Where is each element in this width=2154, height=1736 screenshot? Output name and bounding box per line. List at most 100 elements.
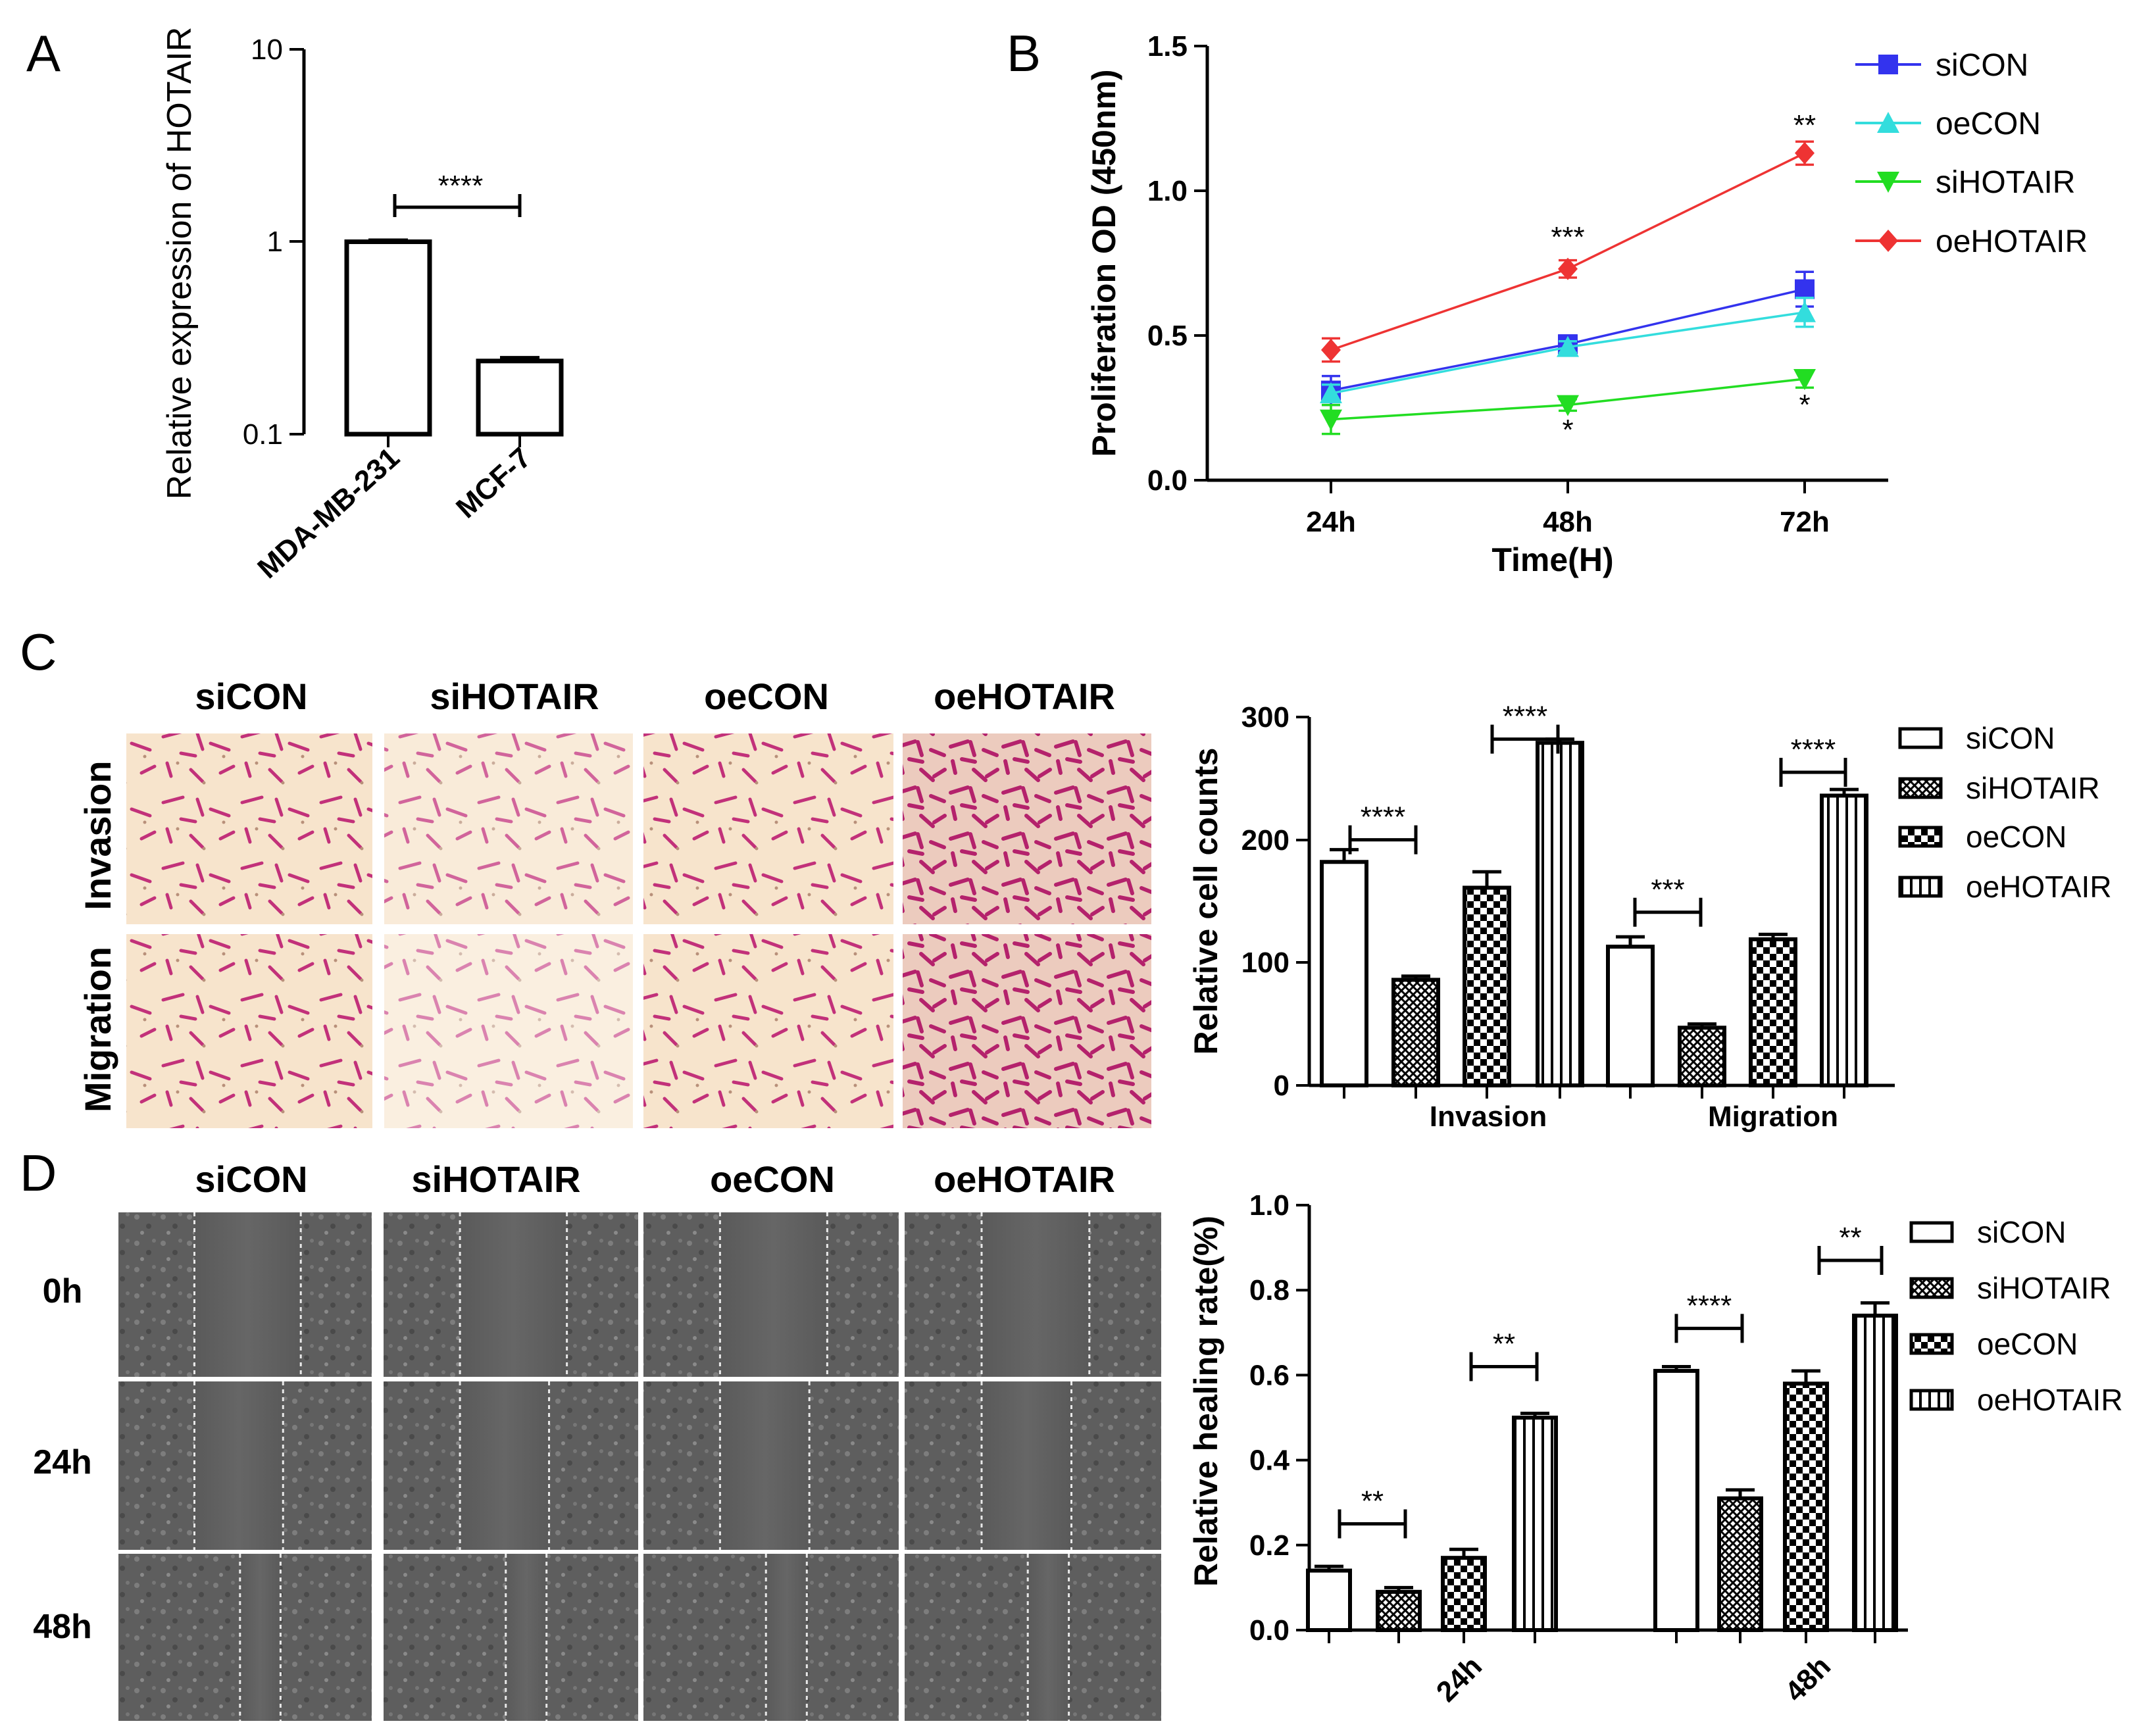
panel-d-xcat-48h: 48h [1779, 1650, 1837, 1708]
panel-b-legend-marker-sicon [1878, 55, 1898, 74]
panel-d-ytick-0-2: 0.2 [1249, 1529, 1290, 1562]
panel-d-legend-sicon: siCON [1977, 1215, 2066, 1249]
panel-b-ylabel: Proliferation OD (450nm) [1086, 70, 1122, 457]
panel-c-micrographs [126, 733, 1151, 1128]
panel-d-headers: siCON siHOTAIR oeCON oeHOTAIR [195, 1158, 1115, 1200]
micrograph-migration-oecon [643, 934, 893, 1128]
panel-b-series-oehotair [1321, 140, 1815, 363]
panel-c-sig-bracket-1 [1490, 724, 1560, 754]
panel-d-header-oecon: oeCON [710, 1158, 835, 1200]
panel-a-significance: **** [438, 170, 484, 202]
panel-b-legend-marker-oehotair [1878, 230, 1898, 252]
panel-b-legend-oecon: oeCON [1936, 107, 2041, 141]
panel-d-legend-swatch-sicon [1909, 1221, 1954, 1243]
wound-image-48h-sihotair-gap [505, 1554, 547, 1721]
panel-c-errorbar-sicon-invasion [1330, 848, 1359, 862]
panel-b-xtick-48h: 48h [1543, 506, 1593, 538]
panel-b-point-oecon-24h [1320, 382, 1342, 403]
panel-c-ytick-300: 300 [1241, 701, 1290, 733]
panel-c-bar-oecon-invasion [1463, 885, 1511, 1087]
panel-c-bar-oehotair-migration [1820, 793, 1868, 1087]
panel-c-bar-sicon-migration [1606, 945, 1655, 1087]
panel-c-header-sihotair: siHOTAIR [430, 676, 599, 717]
panel-c-bar-sihotair-migration [1678, 1026, 1726, 1088]
panel-c-legend-swatch-sihotair [1898, 777, 1943, 799]
panel-c-header-oehotair: oeHOTAIR [934, 676, 1115, 717]
panel-d-sig-label-1: ** [1493, 1327, 1515, 1360]
panel-d-header-oehotair: oeHOTAIR [934, 1158, 1115, 1200]
panel-b-ytick-05: 0.5 [1147, 320, 1188, 352]
panel-d-sig-label-2: **** [1687, 1289, 1732, 1322]
panel-b-xlabel: Time(H) [1491, 541, 1613, 578]
panel-d-header-sicon: siCON [195, 1158, 307, 1200]
panel-d-bar-sicon-24h [1306, 1568, 1352, 1633]
wound-image-0h-sicon-gap [194, 1212, 301, 1377]
wound-image-48h-sicon-gap [239, 1554, 281, 1721]
panel-c-legend-swatch-oecon [1898, 826, 1943, 848]
wound-image-24h-sihotair-gap [460, 1381, 549, 1550]
panel-d-ytick-0-6: 0.6 [1249, 1359, 1290, 1391]
panel-c-legend-sihotair: siHOTAIR [1966, 771, 2100, 805]
wound-image-0h-oehotair-gap [982, 1212, 1090, 1377]
panel-c-header-oecon: oeCON [704, 676, 829, 717]
panel-c-sig-label-3: **** [1791, 733, 1836, 766]
wound-image-48h-oehotair-gap [1028, 1554, 1069, 1721]
panel-c-xcat-migration: Migration [1708, 1101, 1838, 1133]
panel-b-point-oehotair-24h [1321, 339, 1341, 361]
panel-d-chart: 1.00.80.60.40.20.0 24h 48h ********** siC… [1249, 1189, 2123, 1708]
panel-d-bar-oecon-24h [1441, 1556, 1487, 1632]
panel-b-point-sihotair-72h [1793, 369, 1816, 390]
panel-b-point-sicon-72h [1795, 279, 1815, 299]
panel-d-bar-sihotair-24h [1376, 1589, 1422, 1633]
panel-c-sig-label-0: **** [1361, 801, 1406, 833]
wound-image-0h-oecon-gap [720, 1212, 828, 1377]
panel-d-row-24h: 24h [33, 1443, 92, 1481]
panel-b-legend-oehotair: oeHOTAIR [1936, 224, 2088, 259]
panel-d-bar-sihotair-48h [1717, 1496, 1763, 1632]
panel-d-legend: siCON siHOTAIR oeCON oeHOTAIR [1909, 1215, 2123, 1417]
panel-b-point-oehotair-72h [1795, 141, 1815, 164]
wound-image-24h-sicon-gap [194, 1381, 284, 1550]
panel-c-legend: siCON siHOTAIR oeCON oeHOTAIR [1898, 721, 2112, 904]
panel-b-legend: siCON oeCON siHOTAIR oeHOTAIR [1855, 48, 2088, 259]
panel-a-xtick-mcf-7: MCF-7 [450, 441, 538, 524]
panel-a-ytick-01: 0.1 [243, 418, 283, 451]
panel-b-star-oe-48: *** [1551, 221, 1584, 253]
panel-c-ytick-100: 100 [1241, 947, 1290, 979]
micrograph-invasion-sicon [126, 733, 372, 924]
panel-c-row-migration: Migration [77, 947, 118, 1112]
panel-b-point-oecon-48h [1557, 335, 1579, 357]
panel-a-letter: A [26, 24, 61, 82]
wound-image-0h-sihotair-gap [460, 1212, 567, 1377]
panel-a-ytick-10: 10 [251, 34, 283, 66]
panel-b-star-si-72: * [1799, 389, 1810, 421]
panel-c-chart: 300 200 100 0 Invasion Migration ********… [1241, 701, 2112, 1133]
panel-c-letter: C [20, 623, 57, 681]
panel-c-ytick-200: 200 [1241, 824, 1290, 856]
panel-a-bar-mcf-7 [476, 359, 564, 437]
panel-d-bar-oehotair-48h [1852, 1313, 1898, 1632]
panel-d-header-sihotair: siHOTAIR [411, 1158, 580, 1200]
panel-b-series-sihotair [1320, 369, 1816, 435]
panel-c-sig-bracket-2 [1633, 897, 1703, 927]
panel-d-sig-bracket-0 [1338, 1509, 1407, 1539]
panel-a-ylabel: Relative expression of HOTAIR [161, 27, 199, 500]
panel-b-legend-marker-sihotair [1877, 172, 1899, 193]
micrograph-migration-sicon [126, 934, 372, 1128]
panel-d-sig-bracket-1 [1469, 1352, 1539, 1381]
panel-d-sig-bracket-3 [1817, 1245, 1884, 1275]
panel-b-ytick-10: 1.0 [1147, 175, 1188, 207]
panel-b-ytick-00: 0.0 [1147, 464, 1188, 497]
panel-c-headers: siCON siHOTAIR oeCON oeHOTAIR [195, 676, 1115, 717]
panel-c-legend-swatch-oehotair [1898, 876, 1943, 898]
panel-c-bar-sicon-invasion [1320, 860, 1368, 1088]
panel-d-ytick-0-0: 0.0 [1249, 1614, 1290, 1647]
panel-d-sig-bracket-2 [1674, 1314, 1744, 1343]
wound-image-48h-oecon-gap [766, 1554, 807, 1721]
panel-c-legend-sicon: siCON [1966, 721, 2055, 755]
panel-b-letter: B [1007, 24, 1041, 82]
panel-c-ylabel: Relative cell counts [1188, 748, 1224, 1055]
panel-d-legend-swatch-oehotair [1909, 1389, 1954, 1411]
panel-c-legend-oehotair: oeHOTAIR [1966, 870, 2112, 904]
panel-b-star-oe-72: ** [1793, 109, 1816, 141]
